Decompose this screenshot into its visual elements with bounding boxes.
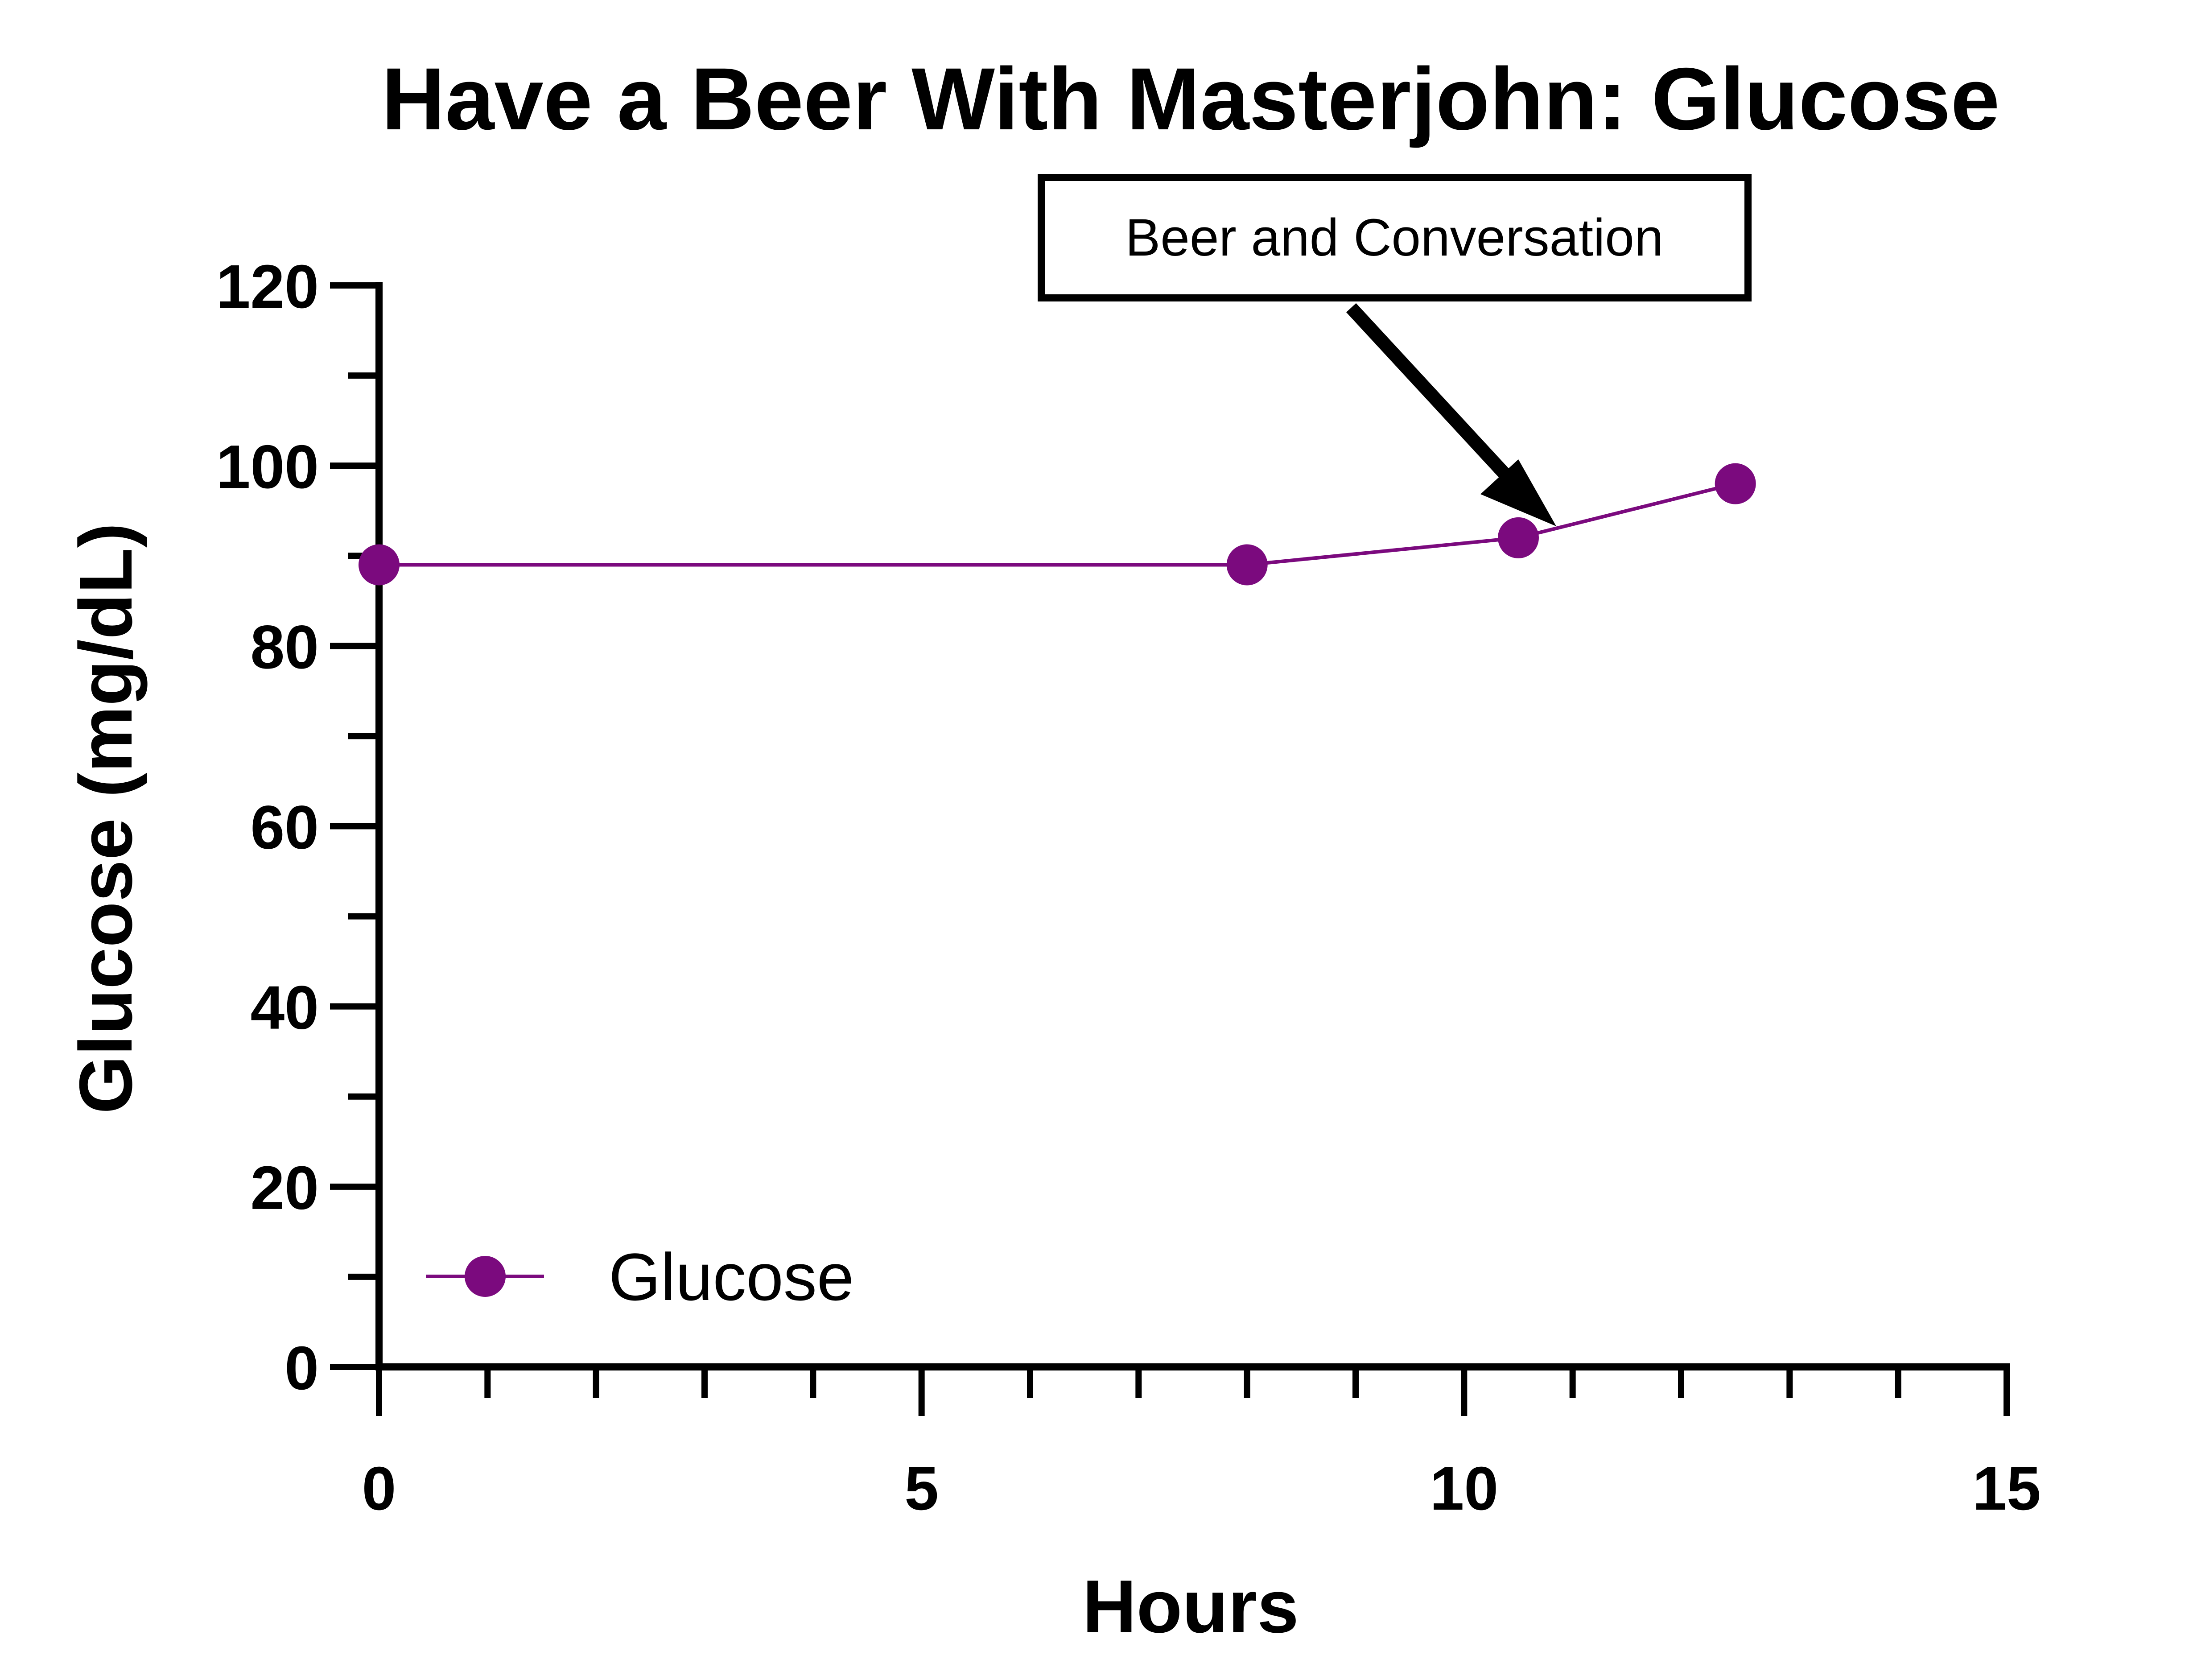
annotation-arrow-head xyxy=(1480,459,1556,526)
x-tick-label: 0 xyxy=(362,1454,396,1523)
y-tick-label: 80 xyxy=(251,613,319,681)
y-tick-label: 20 xyxy=(251,1154,319,1222)
x-tick-label: 10 xyxy=(1430,1454,1499,1523)
axes: 0 5 10 15 0 20 40 60 80 100 120 xyxy=(216,252,2041,1523)
legend-label: Glucose xyxy=(609,1239,854,1314)
series-layer xyxy=(359,463,1756,586)
annotation-label: Beer and Conversation xyxy=(1125,208,1664,267)
y-tick-label: 0 xyxy=(284,1334,319,1403)
annotation: Beer and Conversation xyxy=(1038,174,1752,526)
data-point xyxy=(359,544,400,586)
y-tick-label: 60 xyxy=(251,793,319,862)
data-point xyxy=(1498,517,1539,558)
data-point xyxy=(1226,544,1268,586)
legend: Glucose xyxy=(426,1239,854,1314)
series-line xyxy=(379,482,1736,567)
x-axis-title: Hours xyxy=(1082,1564,1299,1648)
data-point xyxy=(1715,463,1756,504)
legend-marker xyxy=(465,1256,506,1297)
chart-title: Have a Beer With Masterjohn: Glucose xyxy=(381,50,1999,148)
y-tick-label: 120 xyxy=(216,252,319,321)
annotation-arrow-shaft xyxy=(1346,303,1530,501)
annotation-box xyxy=(1038,174,1752,301)
x-tick-label: 5 xyxy=(904,1454,939,1523)
y-tick-label: 40 xyxy=(251,974,319,1042)
x-tick-label: 15 xyxy=(1972,1454,2041,1523)
y-tick-label: 100 xyxy=(216,433,319,501)
y-axis-title: Glucose (mg/dL) xyxy=(64,523,148,1114)
